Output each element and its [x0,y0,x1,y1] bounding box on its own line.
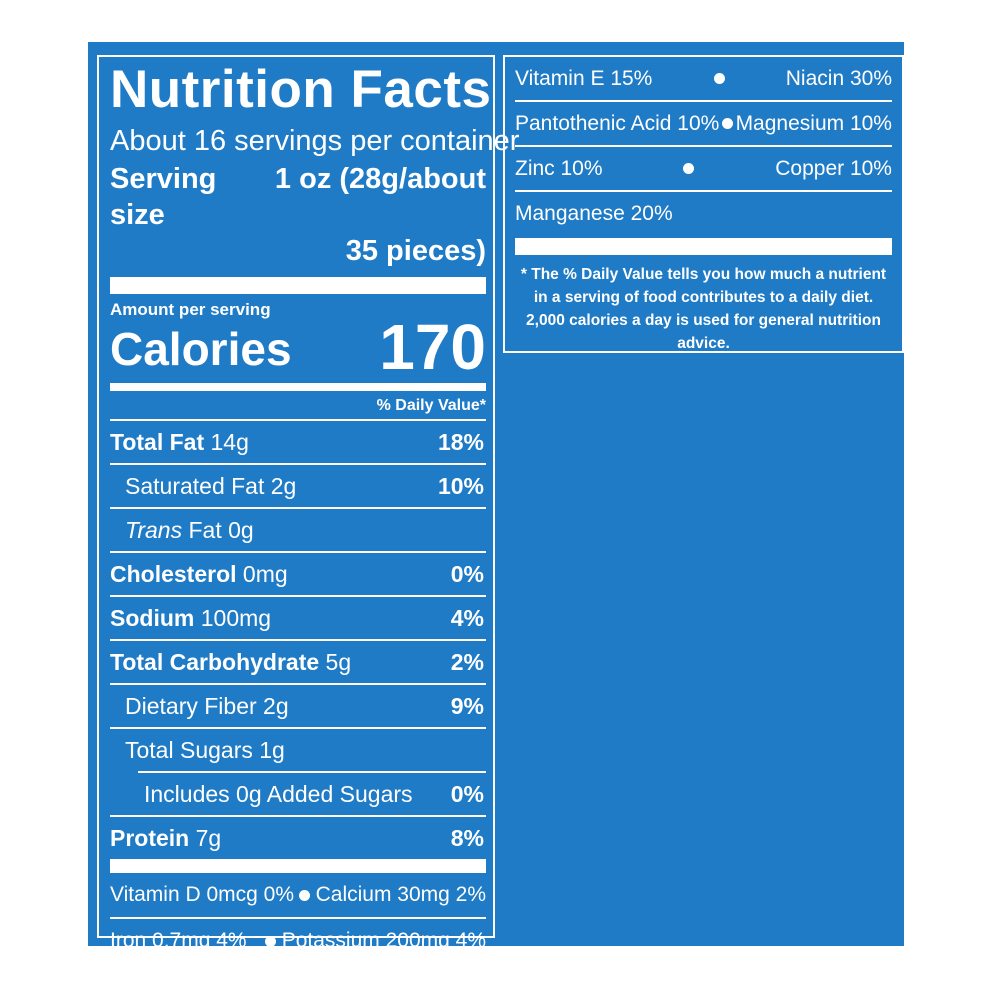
bullet-icon [683,163,695,174]
thick-divider [515,238,892,255]
vitamin-row: Vitamin E 15% Niacin 30% [515,57,892,100]
vitamin-right-group: Potassium 200mg 4% [264,929,486,953]
nutrient-daily-value: 10% [437,472,484,499]
nutrient-row: Total Sugars 1g [110,729,486,771]
nutrient-name: Total Fat [110,428,205,455]
nutrient-row: Saturated Fat 2g 10% [110,465,486,507]
serving-size-label: Serving size [110,163,217,231]
nutrient-row: Trans Fat 0g [110,509,486,551]
divider [110,551,486,553]
vitamin-row: Vitamin D 0mcg 0% Calcium 30mg 2% [110,873,486,917]
divider [515,190,892,192]
calories-label: Calories [110,323,292,375]
vitamin-row: Zinc 10% Copper 10% [515,147,892,190]
divider [515,145,892,147]
divider [110,595,486,597]
nutrient-amount: Saturated Fat 2g [125,472,297,499]
nutrient-name: Trans [125,516,183,543]
medium-divider [110,383,486,391]
nutrient-daily-value: 18% [437,428,484,455]
daily-value-header: % Daily Value* [376,397,486,414]
nutrient-name: Total Carbohydrate [110,648,320,675]
bullet-icon [264,936,276,947]
vitamin-left: Vitamin D 0mcg 0% [110,883,295,906]
nutrient-row: Cholesterol 0mg 0% [110,553,486,595]
nutrition-panel [88,42,904,946]
bullet-icon [713,73,725,84]
nutrient-row: Protein 7g 8% [110,817,486,859]
nutrient-daily-value: 0% [450,780,484,807]
vitamin-right: Magnesium 10% [735,111,892,135]
divider [110,639,486,641]
nutrient-daily-value: 2% [450,648,484,675]
nutrient-daily-value: 8% [450,824,484,851]
nutrition-facts-main: Nutrition Facts About 16 servings per co… [97,55,520,952]
daily-value-footnote: * The % Daily Value tells you how much a… [520,266,887,352]
serving-size-row: Serving size 1 oz (28g/about [110,161,486,233]
vitamin-left: Iron 0.7mg 4% [110,929,247,952]
nutrient-daily-value: 9% [450,692,484,719]
divider [110,419,486,421]
bullet-icon [299,889,311,901]
vitamin-right: Potassium 200mg 4% [281,929,486,952]
servings-per-container: About 16 servings per container [110,125,520,157]
vitamin-row: Pantothenic Acid 10% Magnesium 10% [515,102,892,145]
thick-divider [110,277,486,294]
divider [110,917,486,919]
vitamin-right: Copper 10% [775,156,892,180]
divider [110,683,486,685]
nutrient-amount: 5g [319,648,352,675]
nutrient-daily-value: 0% [450,560,484,587]
label-title: Nutrition Facts [110,60,492,119]
divider [110,507,486,509]
amount-per-serving: Amount per serving [110,300,271,319]
nutrient-amount: 0mg [236,560,288,587]
nutrient-row: Total Fat 14g 18% [110,421,486,463]
nutrient-amount: Includes 0g Added Sugars [144,780,413,807]
nutrition-facts-continued: Vitamin E 15% Niacin 30% Pantothenic Aci… [503,55,904,353]
vitamin-left: Vitamin E 15% [515,66,653,90]
nutrient-row: Dietary Fiber 2g 9% [110,685,486,727]
nutrient-row: Total Carbohydrate 5g 2% [110,641,486,683]
nutrient-amount: 14g [204,428,249,455]
bullet-icon [721,118,733,129]
calories-row: Calories 170 [110,315,486,379]
divider [138,771,486,773]
serving-size-value: 1 oz (28g/about [274,163,486,195]
vitamin-left: Manganese 20% [515,201,673,225]
vitamin-row: Manganese 20% [515,192,892,235]
nutrient-name: Protein [110,824,190,851]
divider [110,463,486,465]
divider [110,727,486,729]
nutrient-amount: Total Sugars 1g [125,736,285,763]
nutrient-amount: Dietary Fiber 2g [125,692,289,719]
vitamin-row: Iron 0.7mg 4% Potassium 200mg 4% [110,919,486,963]
nutrient-name: Sodium [110,604,195,631]
divider [110,815,486,817]
nutrient-amount: 100mg [194,604,272,631]
nutrient-daily-value: 4% [450,604,484,631]
vitamin-right: Niacin 30% [785,66,892,90]
calories-value: 170 [379,311,486,383]
nutrient-amount: Fat 0g [182,516,254,543]
divider [515,100,892,102]
vitamin-left: Pantothenic Acid 10% [515,111,720,135]
nutrient-name: Cholesterol [110,560,237,587]
vitamin-left: Zinc 10% [515,156,603,180]
serving-size-value-continued: 35 pieces) [345,235,486,267]
nutrient-row: Includes 0g Added Sugars 0% [110,773,486,815]
vitamin-right: Calcium 30mg 2% [315,883,486,906]
nutrient-amount: 7g [189,824,222,851]
heavy-divider [110,859,486,873]
nutrient-row: Sodium 100mg 4% [110,597,486,639]
